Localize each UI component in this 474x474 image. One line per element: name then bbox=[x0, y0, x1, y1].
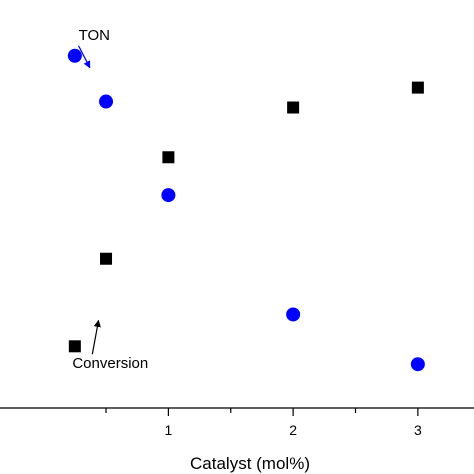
conversion-point bbox=[287, 101, 300, 114]
x-tick-label: 1 bbox=[164, 422, 172, 438]
ton-arrow bbox=[78, 45, 91, 69]
ton-point bbox=[161, 188, 176, 203]
x-tick-label: 2 bbox=[289, 422, 297, 438]
data-points bbox=[67, 48, 425, 372]
conversion-arrow bbox=[91, 319, 101, 355]
conversion-label: Conversion bbox=[72, 355, 148, 372]
ton-point bbox=[67, 48, 82, 63]
ton-point bbox=[286, 307, 301, 322]
x-axis-title: Catalyst (mol%) bbox=[190, 454, 310, 473]
ton-point bbox=[99, 94, 114, 109]
ton-point bbox=[410, 357, 425, 372]
conversion-point bbox=[100, 252, 113, 265]
x-axis-tick-labels: 1 2 3 bbox=[164, 422, 421, 438]
conversion-point bbox=[411, 81, 424, 94]
annotations: TON Conversion bbox=[72, 27, 148, 372]
conversion-point bbox=[68, 340, 81, 353]
conversion-point bbox=[162, 151, 175, 164]
x-axis-ticks bbox=[105, 408, 419, 416]
x-tick-label: 3 bbox=[414, 422, 422, 438]
ton-label: TON bbox=[79, 27, 110, 44]
